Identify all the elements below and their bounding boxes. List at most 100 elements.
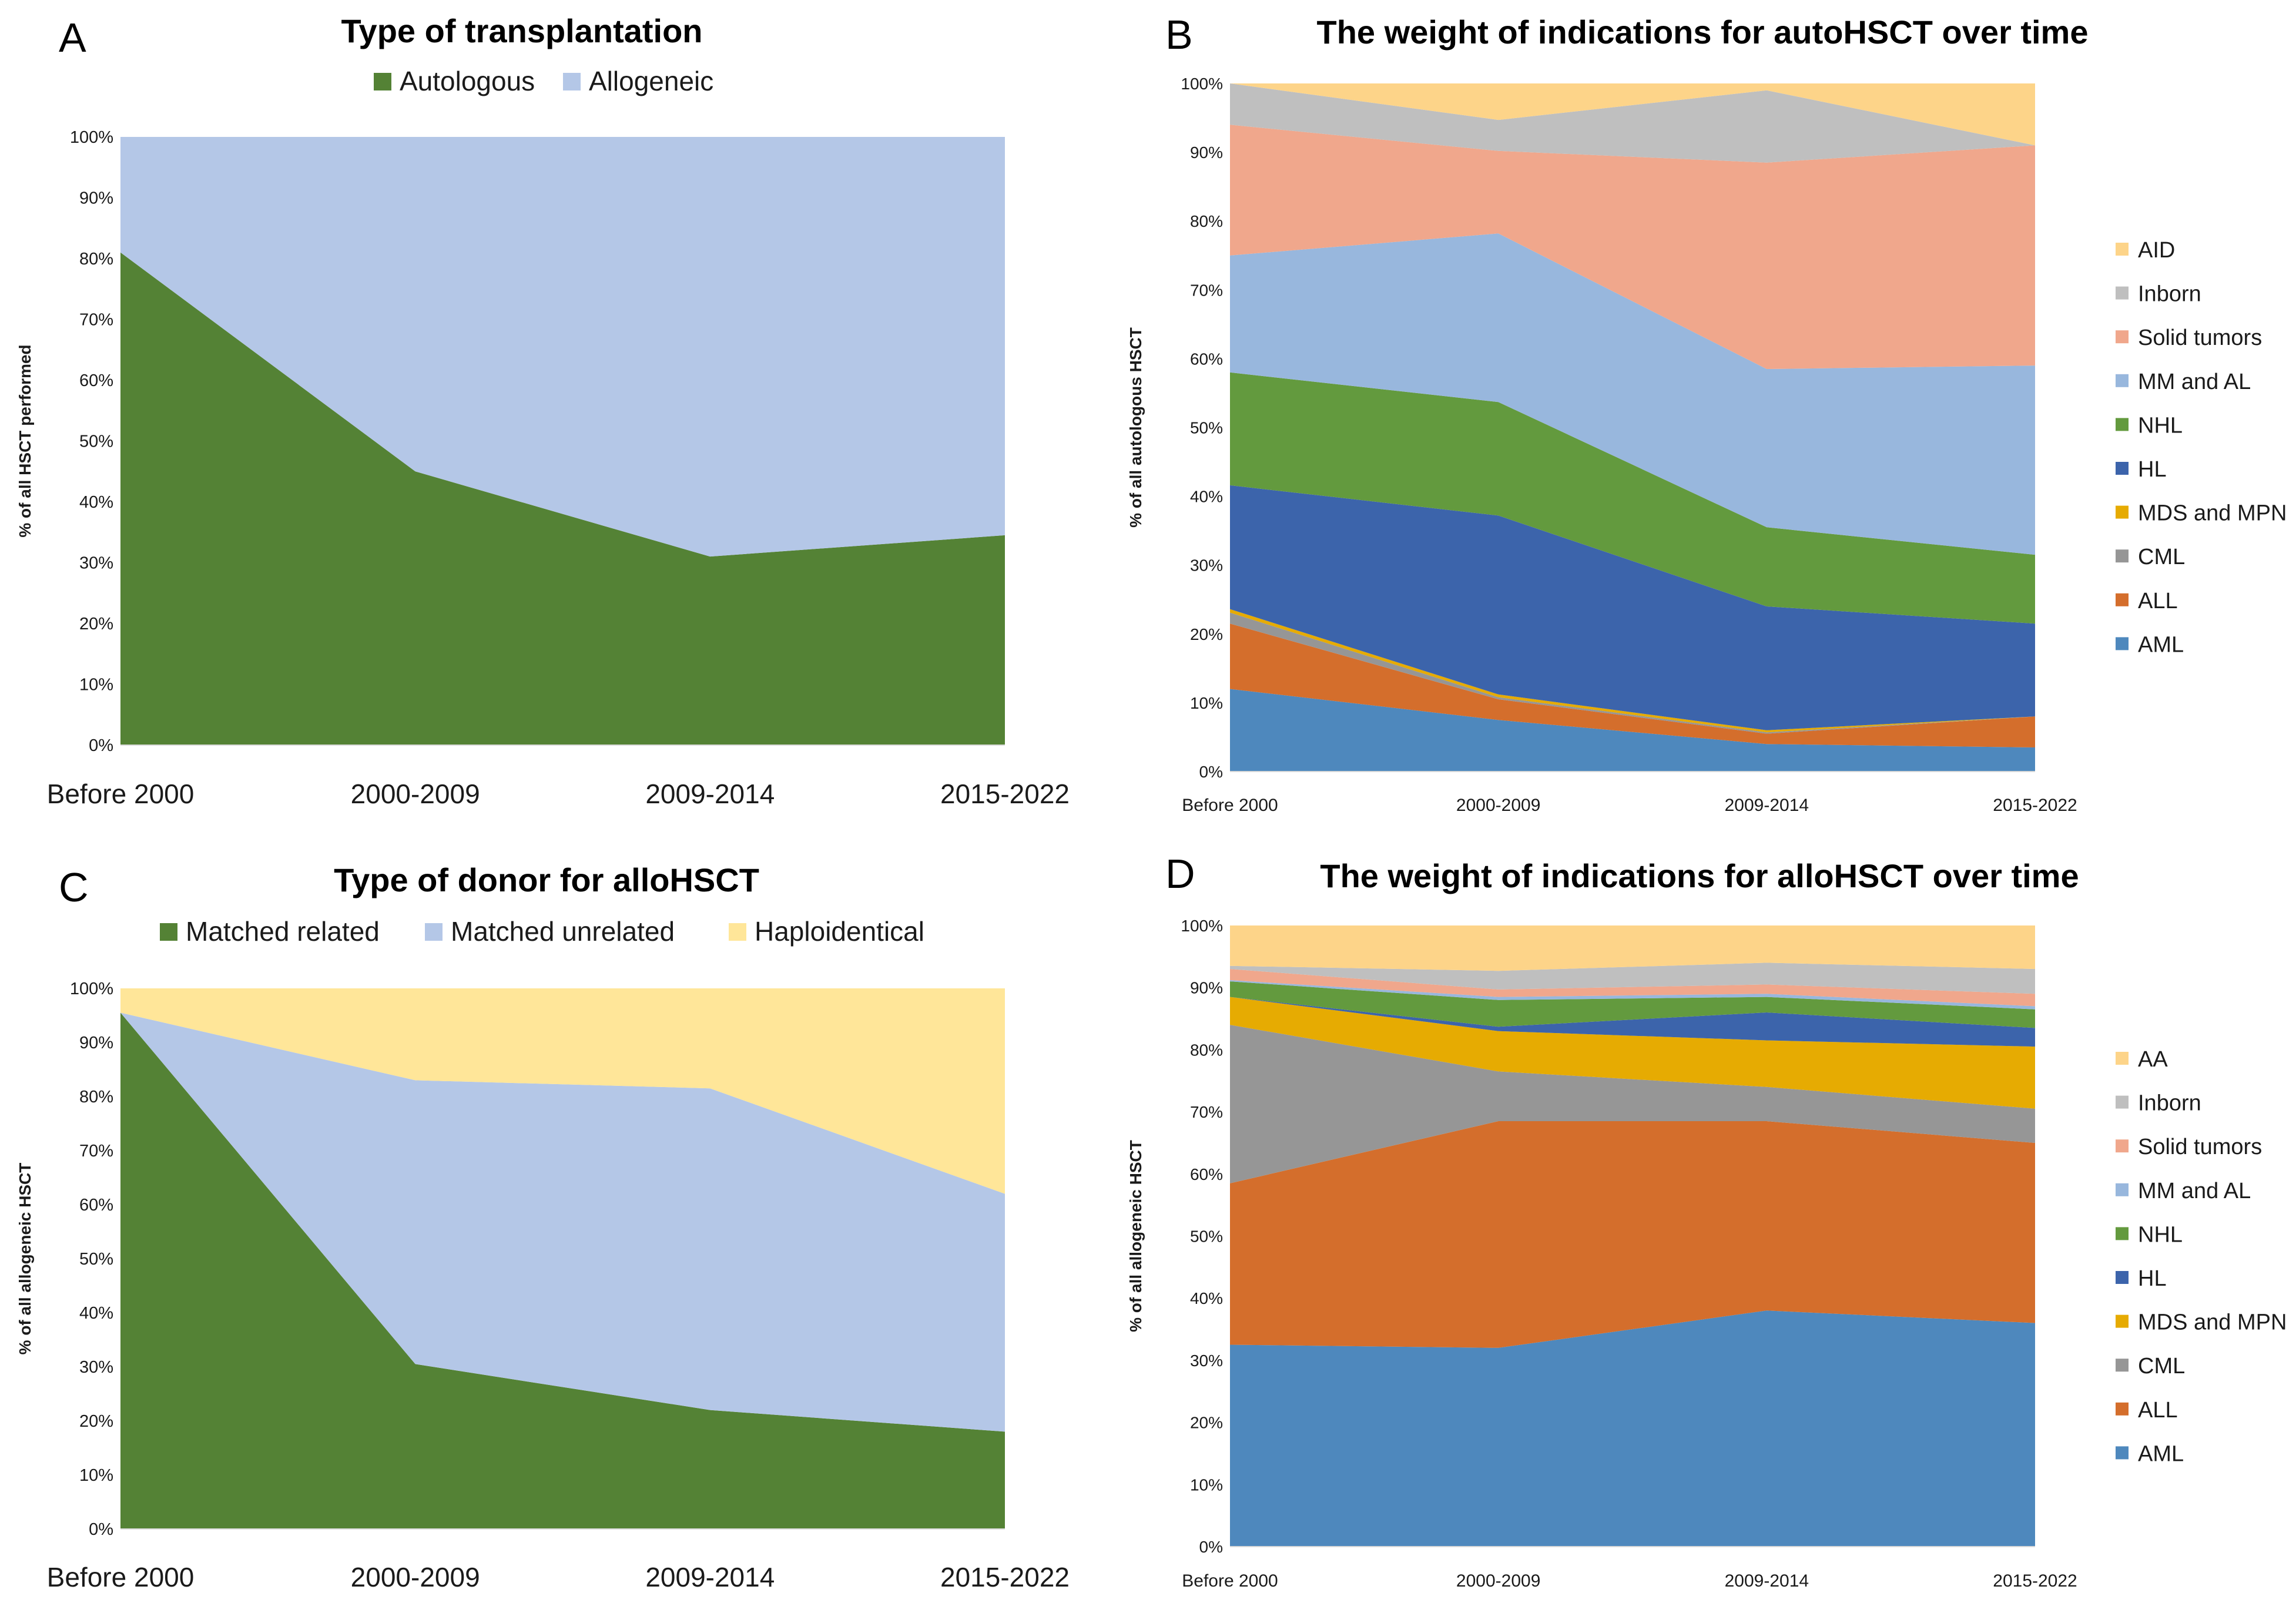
y-tick-label: 60% (1190, 350, 1223, 368)
y-tick-label: 70% (1190, 1103, 1223, 1121)
area-autologous (120, 252, 1005, 746)
legend-label: AML (2138, 632, 2184, 657)
legend-swatch (2116, 505, 2129, 519)
y-tick-label: 50% (1190, 419, 1223, 437)
legend-swatch (374, 73, 391, 90)
y-tick-label: 10% (79, 1466, 113, 1485)
x-category-label: 2000-2009 (1456, 796, 1540, 815)
y-tick-label: 30% (1190, 1352, 1223, 1370)
legend: Autologous Allogeneic (374, 66, 713, 96)
legend-label: Matched related (186, 916, 380, 947)
y-tick-label: 40% (79, 1304, 113, 1323)
legend-swatch (2116, 1446, 2129, 1460)
y-tick-label: 50% (79, 432, 113, 451)
area-inborn (1230, 83, 2035, 163)
legend-label: Inborn (2138, 282, 2201, 307)
y-tick-label: 80% (79, 1088, 113, 1106)
chart-title: The weight of indications for autoHSCT o… (1317, 14, 2089, 51)
x-category-label: Before 2000 (1182, 796, 1278, 815)
x-category-label: 2000-2009 (1456, 1571, 1540, 1591)
legend-swatch (2116, 418, 2129, 431)
area-nhl (1230, 981, 2035, 1028)
panel-letter: C (59, 864, 89, 910)
chart-title: The weight of indications for alloHSCT o… (1320, 857, 2079, 894)
area-aa (1230, 925, 2035, 971)
area-nhl (1230, 372, 2035, 624)
y-tick-label: 70% (79, 311, 113, 330)
y-tick-label: 60% (79, 1196, 113, 1215)
y-tick-label: 60% (79, 371, 113, 390)
legend-swatch (2116, 593, 2129, 606)
y-tick-label: 10% (79, 676, 113, 695)
y-tick-label: 90% (79, 1034, 113, 1052)
legend: AID Inborn Solid tumors MM and AL NHL HL MDS a… (2116, 238, 2287, 657)
legend-swatch (425, 923, 443, 941)
y-tick-label: 40% (1190, 1289, 1223, 1307)
y-axis-label: % of all allogeneic HSCT (16, 1163, 34, 1355)
legend-label: ALL (2138, 1398, 2178, 1423)
area-cml (1230, 1025, 2035, 1183)
legend-swatch (2116, 549, 2129, 563)
legend-swatch (2116, 1402, 2129, 1416)
y-tick-label: 100% (70, 980, 113, 998)
y-tick-label: 40% (79, 493, 113, 512)
legend-label: Inborn (2138, 1091, 2201, 1116)
y-tick-label: 50% (79, 1250, 113, 1269)
x-category-label: 2009-2014 (645, 1562, 775, 1592)
legend-swatch (2116, 1052, 2129, 1065)
area-mds-and-mpn (1230, 997, 2035, 1109)
legend-swatch (2116, 1095, 2129, 1109)
y-tick-label: 80% (1190, 212, 1223, 230)
area-matched-unrelated (120, 1012, 1005, 1432)
legend-swatch (2116, 330, 2129, 344)
legend-label: Autologous (400, 66, 535, 96)
legend-label: HL (2138, 1266, 2167, 1291)
legend-label: Matched unrelated (451, 916, 675, 947)
y-tick-label: 0% (89, 736, 113, 755)
y-tick-label: 40% (1190, 488, 1223, 506)
legend-label: MM and AL (2138, 370, 2251, 394)
y-tick-label: 30% (79, 554, 113, 573)
y-tick-label: 90% (1190, 143, 1223, 162)
legend-swatch (2116, 1314, 2129, 1328)
x-category-label: 2015-2022 (940, 779, 1070, 809)
x-category-label: 2015-2022 (940, 1562, 1070, 1592)
y-tick-label: 90% (1190, 979, 1223, 997)
chart-panel-d: D The weight of indications for alloHSCT … (1127, 851, 2287, 1591)
y-tick-label: 30% (79, 1358, 113, 1377)
area-mm-and-al (1230, 233, 2035, 555)
legend-label: AML (2138, 1441, 2184, 1466)
legend-swatch (729, 923, 746, 941)
x-category-label: 2000-2009 (351, 779, 480, 809)
legend-swatch (2116, 286, 2129, 300)
legend-swatch (2116, 462, 2129, 475)
area-aml (1230, 1310, 2035, 1547)
y-tick-label: 100% (70, 128, 113, 147)
area-aid (1230, 83, 2035, 146)
legend-swatch (2116, 1183, 2129, 1196)
legend-swatch (2116, 1227, 2129, 1240)
legend-label: HL (2138, 457, 2167, 482)
legend: Matched related Matched unrelated Haploide… (160, 916, 924, 947)
x-category-label: 2009-2014 (645, 779, 775, 809)
x-category-label: 2009-2014 (1725, 1571, 1809, 1591)
legend-label: MDS and MPN (2138, 501, 2287, 526)
legend-swatch (2116, 1139, 2129, 1153)
chart-panel-c: C Type of donor for alloHSCT 0% 10% 20% 30% 40… (16, 861, 1070, 1592)
area-solid-tumors (1230, 125, 2035, 370)
legend-label: Allogeneic (589, 66, 713, 96)
y-tick-label: 70% (1190, 281, 1223, 299)
y-axis-label: % of all HSCT performed (16, 344, 34, 537)
legend-label: MM and AL (2138, 1179, 2251, 1203)
y-tick-label: 70% (79, 1142, 113, 1161)
area-hl (1230, 997, 2035, 1047)
y-tick-label: 10% (1190, 694, 1223, 712)
y-tick-label: 0% (1199, 763, 1223, 781)
legend-swatch (563, 73, 581, 90)
legend-label: NHL (2138, 413, 2183, 438)
chart-title: Type of donor for alloHSCT (334, 861, 759, 898)
area-inborn (1230, 963, 2035, 994)
panel-letter: A (59, 15, 86, 61)
chart-panel-a: A Type of transplantation 0% 10% 20% 30% 40% 50… (16, 12, 1070, 809)
area-haploidentical (120, 988, 1005, 1194)
